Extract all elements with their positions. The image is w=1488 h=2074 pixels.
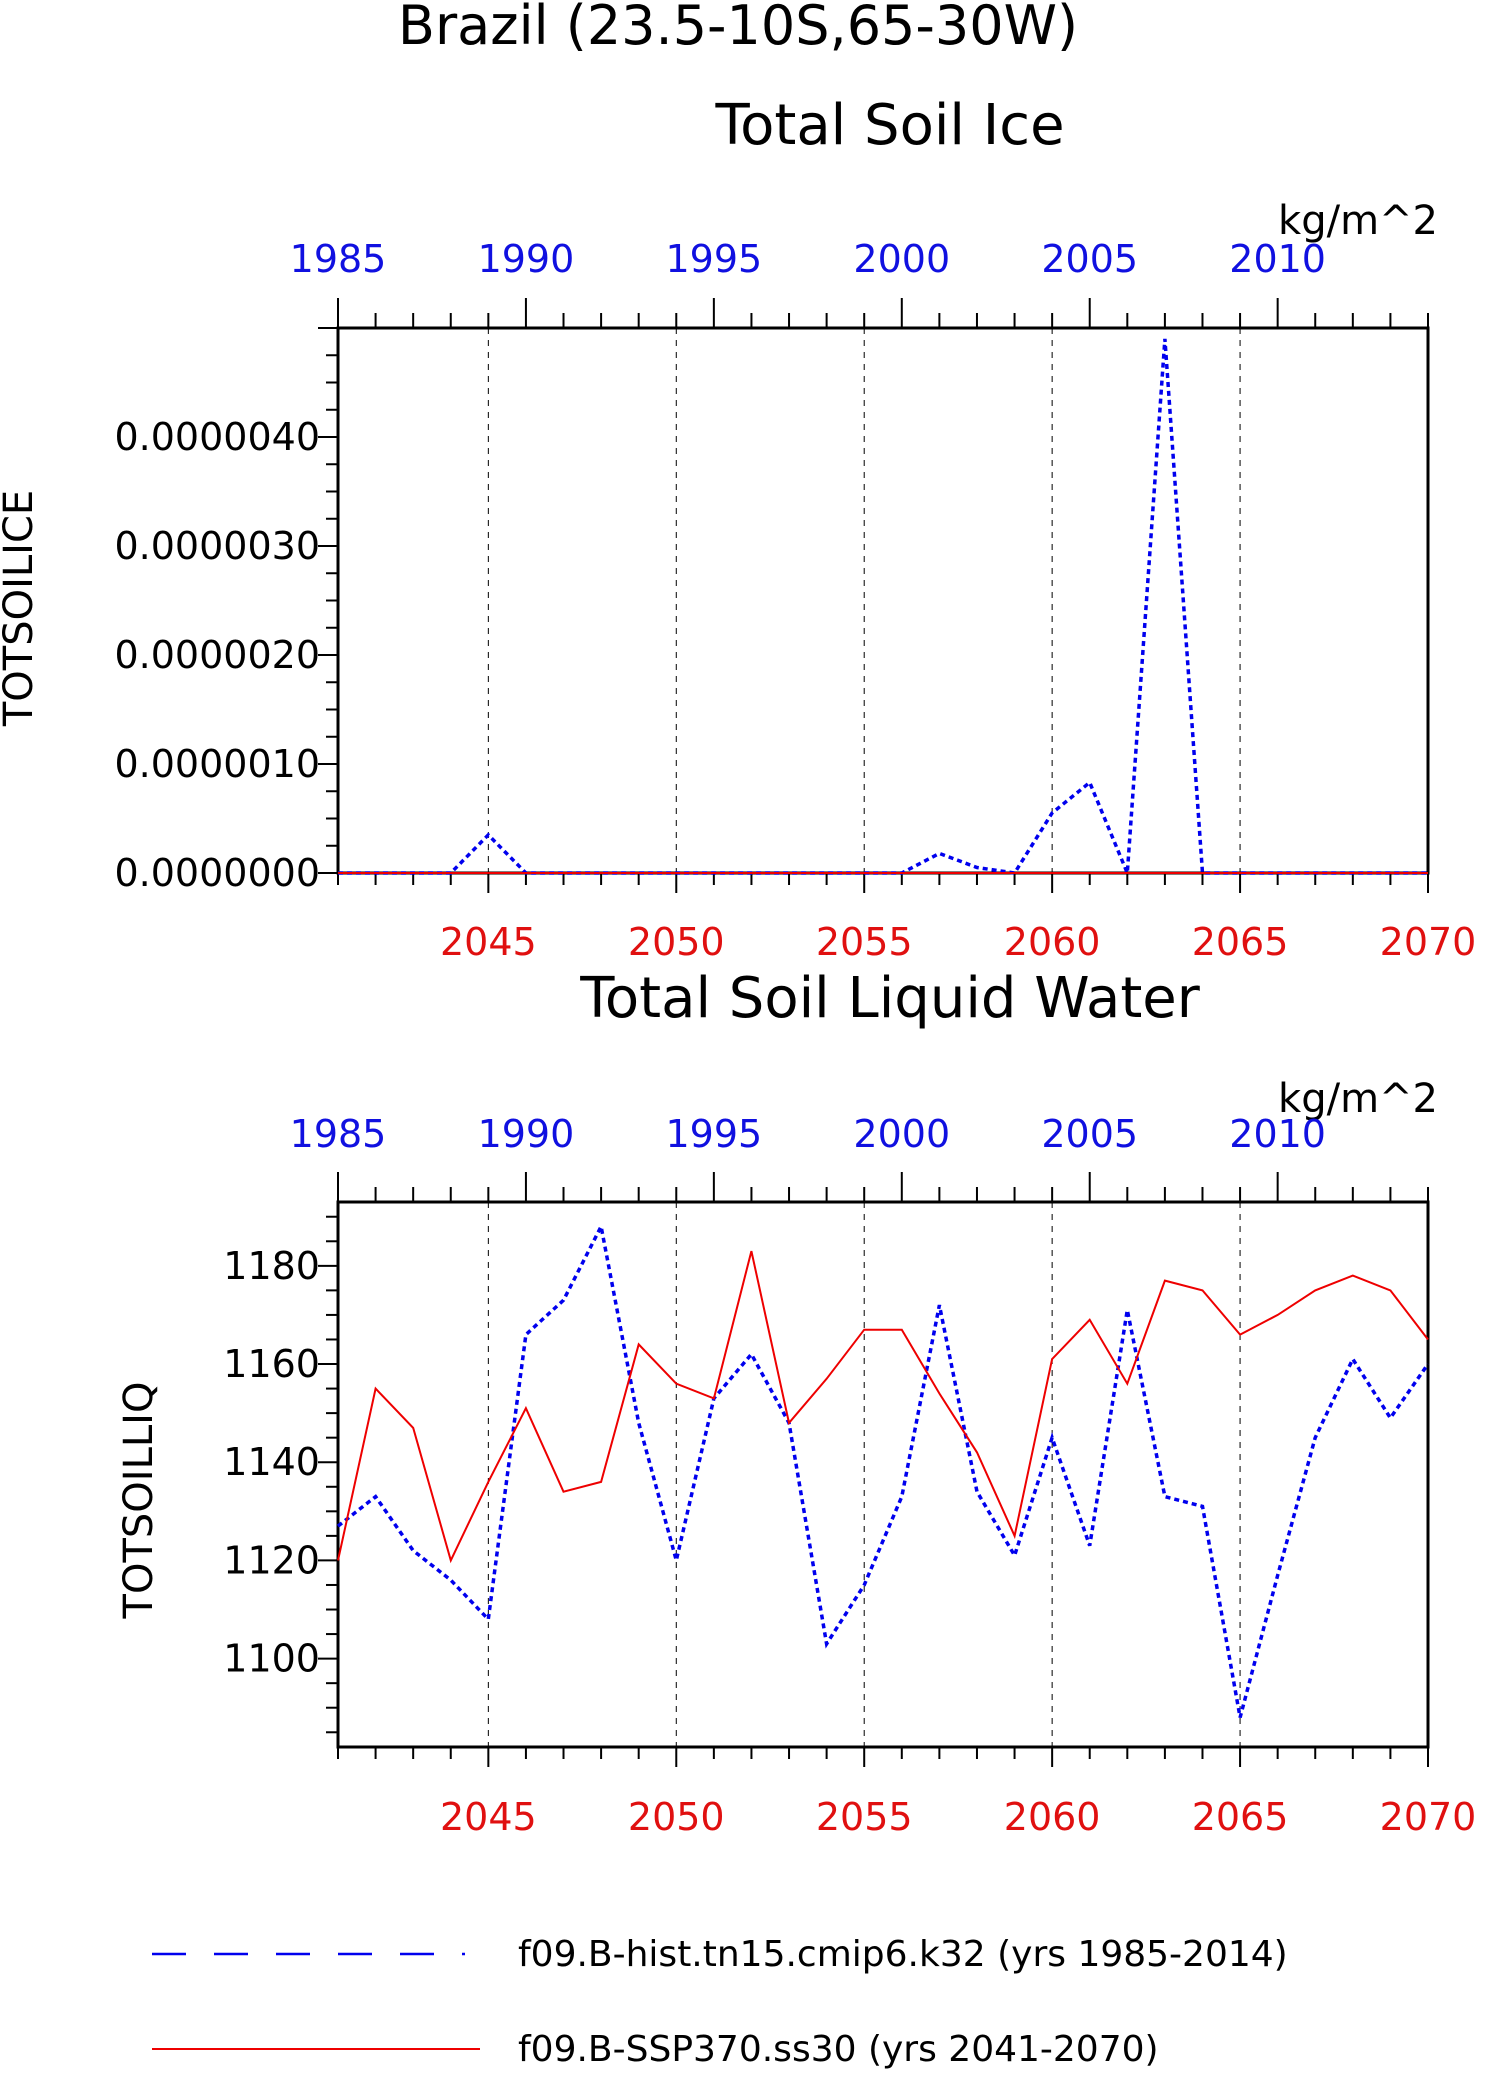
x-top-tick-label: 2005 [1041, 1112, 1138, 1156]
x-top-tick-label: 1985 [290, 237, 387, 281]
x-bottom-tick-label: 2055 [816, 920, 913, 964]
y-axis-label: TOTSOILICE [0, 490, 42, 727]
units-label: kg/m^2 [1278, 1076, 1438, 1122]
x-bottom-tick-label: 2065 [1192, 920, 1289, 964]
x-top-tick-label: 2005 [1041, 237, 1138, 281]
plot-frame [336, 326, 1430, 875]
series-hist-line [336, 1221, 1430, 1718]
legend-ssp-label: f09.B-SSP370.ss30 (yrs 2041-2070) [518, 2029, 1159, 2070]
x-bottom-tick-label: 2070 [1380, 1795, 1477, 1839]
units-label: kg/m^2 [1278, 198, 1438, 244]
panel-title: Total Soil Liquid Water [579, 966, 1201, 1031]
x-bottom-tick-label: 2070 [1380, 920, 1477, 964]
x-top-tick-label: 1995 [666, 1112, 763, 1156]
y-tick-label: 0.0000000 [115, 851, 321, 895]
x-bottom-tick-label: 2065 [1192, 1795, 1289, 1839]
x-bottom-tick-label: 2045 [440, 1795, 537, 1839]
x-bottom-tick-label: 2060 [1004, 1795, 1101, 1839]
x-top-tick-label: 1995 [666, 237, 763, 281]
series-ssp-line [337, 1250, 1429, 1564]
y-tick-label: 0.0000020 [115, 633, 321, 677]
x-bottom-tick-label: 2050 [628, 1795, 725, 1839]
x-top-tick-label: 2000 [853, 1112, 950, 1156]
panel-total-soil-ice: Total Soil Ice kg/m^2 TOTSOILICE 2045 205… [0, 93, 1476, 964]
panel-total-soil-liquid-water: Total Soil Liquid Water kg/m^2 TOTSOILLI… [116, 966, 1476, 1839]
y-axis-label: TOTSOILLIQ [116, 1382, 162, 1620]
y-tick-label: 1120 [223, 1538, 320, 1582]
x-top-tick-label: 1985 [290, 1112, 387, 1156]
x-top-tick-label: 1990 [478, 1112, 575, 1156]
y-tick-label: 0.0000010 [115, 742, 321, 786]
y-tick-label: 1100 [223, 1637, 320, 1681]
x-top-tick-label: 2010 [1229, 1112, 1326, 1156]
y-tick-label: 1160 [223, 1342, 320, 1386]
x-bottom-tick-label: 2050 [628, 920, 725, 964]
x-bottom-tick-label: 2045 [440, 920, 537, 964]
panel-title: Total Soil Ice [714, 93, 1064, 158]
x-top-tick-label: 2010 [1229, 237, 1326, 281]
chart-region-title: Brazil (23.5-10S,65-30W) [398, 0, 1078, 57]
legend: f09.B-hist.tn15.cmip6.k32 (yrs 1985-2014… [152, 1934, 1288, 2070]
x-bottom-tick-label: 2060 [1004, 920, 1101, 964]
legend-hist-label: f09.B-hist.tn15.cmip6.k32 (yrs 1985-2014… [518, 1934, 1288, 1975]
series-hist-line [338, 338, 1428, 875]
plot-frame [336, 1200, 1430, 1749]
y-tick-label: 1140 [223, 1440, 320, 1484]
x-top-tick-label: 1990 [478, 237, 575, 281]
y-tick-label: 0.0000040 [115, 415, 321, 459]
y-tick-label: 0.0000030 [115, 524, 321, 568]
x-top-tick-label: 2000 [853, 237, 950, 281]
y-tick-label: 1180 [223, 1244, 320, 1288]
x-bottom-tick-label: 2055 [816, 1795, 913, 1839]
